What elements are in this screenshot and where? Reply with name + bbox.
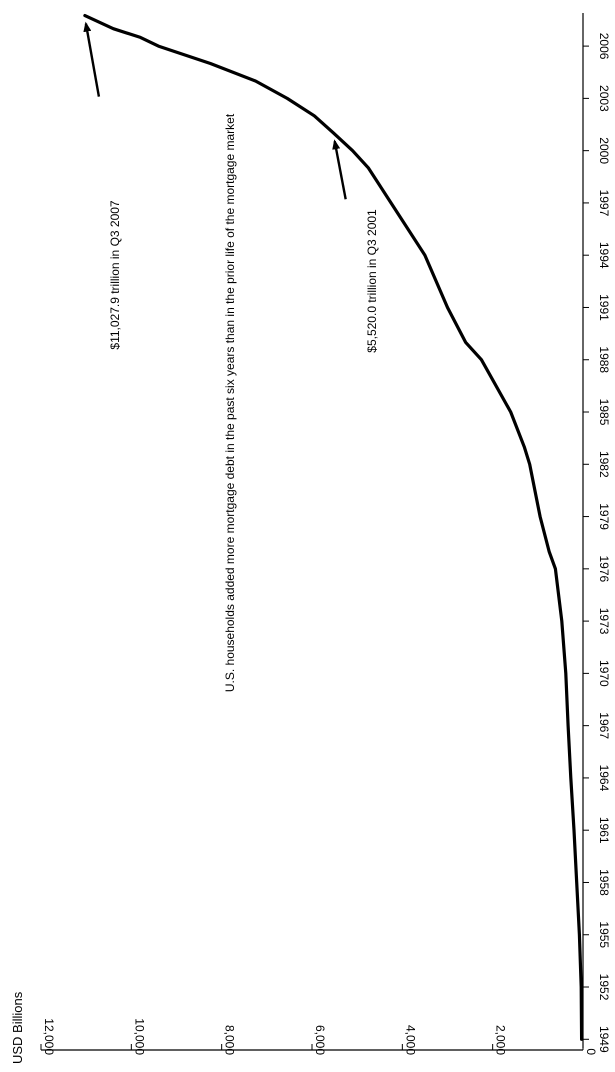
y-tick-label: 8,000 xyxy=(223,1025,237,1055)
x-tick-label: 1955 xyxy=(597,921,611,948)
y-axis: 0 2,000 4,000 6,000 8,000 10,000 12,000 xyxy=(40,1018,598,1055)
y-tick-label: 0 xyxy=(584,1048,598,1055)
annotation-arrow xyxy=(83,21,101,97)
x-tick-label: 2000 xyxy=(597,137,611,164)
annotation-label: $11,027.9 trillion in Q3 2007 xyxy=(108,200,122,350)
x-tick-label: 1982 xyxy=(597,451,611,478)
x-tick-label: 1952 xyxy=(597,974,611,1001)
annotation-layer: $11,027.9 trillion in Q3 2007 $5,520.0 tr… xyxy=(83,21,379,353)
x-tick-label: 1973 xyxy=(597,608,611,635)
y-tick-label: 12,000 xyxy=(42,1018,56,1055)
x-tick-label: 1994 xyxy=(597,242,611,269)
x-tick-label: 1991 xyxy=(597,294,611,321)
x-tick-label: 1949 xyxy=(597,1026,611,1053)
x-tick-label: 1961 xyxy=(597,817,611,844)
x-tick-label: 1997 xyxy=(597,190,611,217)
x-tick-label: 1958 xyxy=(597,869,611,896)
chart-note: U.S. households added more mortgage debt… xyxy=(223,113,237,692)
y-axis-label: USD Billions xyxy=(10,991,25,1064)
series-layer xyxy=(83,14,584,1041)
annotation-arrow xyxy=(332,139,347,200)
x-axis: 1949 1952 1955 1958 1961 1964 1967 1970 1973 1976… xyxy=(582,13,611,1053)
x-tick-label: 1964 xyxy=(597,765,611,792)
y-tick-label: 4,000 xyxy=(403,1025,417,1055)
x-tick-label: 2006 xyxy=(597,33,611,60)
x-tick-label: 1970 xyxy=(597,660,611,687)
x-tick-label: 1967 xyxy=(597,712,611,739)
y-tick-label: 10,000 xyxy=(132,1018,146,1055)
series-line xyxy=(83,14,584,1041)
y-tick-label: 6,000 xyxy=(313,1025,327,1055)
x-tick-label: 1976 xyxy=(597,555,611,582)
annotation-label: $5,520.0 trillion in Q3 2001 xyxy=(365,209,379,353)
x-tick-label: 1988 xyxy=(597,346,611,373)
x-tick-label: 2003 xyxy=(597,85,611,112)
x-tick-label: 1985 xyxy=(597,399,611,426)
y-tick-label: 2,000 xyxy=(494,1025,508,1055)
x-tick-label: 1979 xyxy=(597,503,611,530)
